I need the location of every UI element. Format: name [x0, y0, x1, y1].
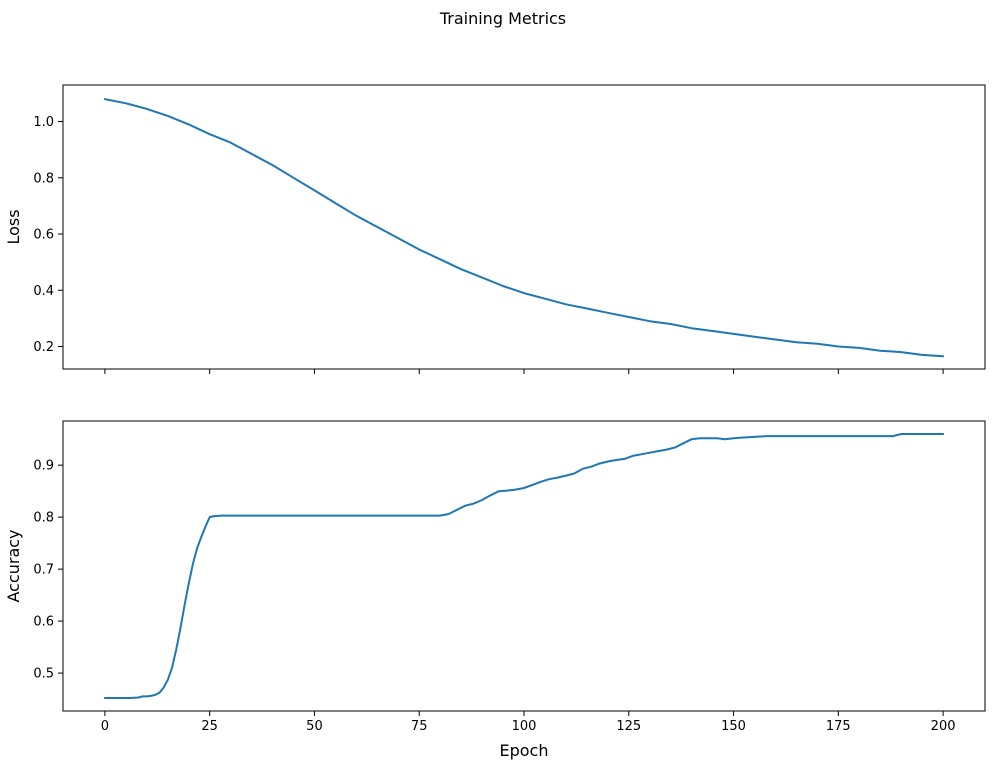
y-axis-label: Loss	[4, 209, 23, 244]
accuracy-subplot: 0 25 50 75 100 125 150 175 200 0.5 0.6 0.7 0.8 0.9 Acc…	[4, 420, 986, 760]
y-tick-label: 0.2	[33, 340, 54, 355]
accuracy-line	[103, 433, 945, 699]
x-tick-label: 0	[101, 719, 109, 734]
x-axis-label: Epoch	[500, 741, 549, 760]
x-tick-label: 150	[721, 719, 746, 734]
loss-subplot: 0.2 0.4 0.6 0.8 1.0 Loss	[4, 84, 986, 374]
y-tick-label: 0.8	[33, 511, 54, 526]
y-tick-label: 0.5	[33, 667, 54, 682]
x-tick-label: 100	[512, 719, 537, 734]
figure-title: Training Metrics	[439, 9, 567, 28]
x-tick-label: 50	[306, 719, 323, 734]
axes-frame	[62, 84, 986, 370]
x-tick-label: 75	[411, 719, 428, 734]
x-tick-label: 125	[616, 719, 641, 734]
y-tick-label: 0.4	[33, 284, 54, 299]
y-tick-label: 0.7	[33, 563, 54, 578]
y-tick-label: 1.0	[33, 115, 54, 130]
y-tick-label: 0.6	[33, 228, 54, 243]
y-tick-label: 0.8	[33, 171, 54, 186]
y-tick-label: 0.6	[33, 615, 54, 630]
x-tick-label: 175	[826, 719, 851, 734]
y-axis-label: Accuracy	[4, 529, 23, 602]
y-tick-label: 0.9	[33, 459, 54, 474]
x-tick-label: 25	[201, 719, 218, 734]
x-tick-label: 200	[931, 719, 956, 734]
loss-line	[103, 98, 945, 358]
axes-frame	[62, 420, 986, 712]
